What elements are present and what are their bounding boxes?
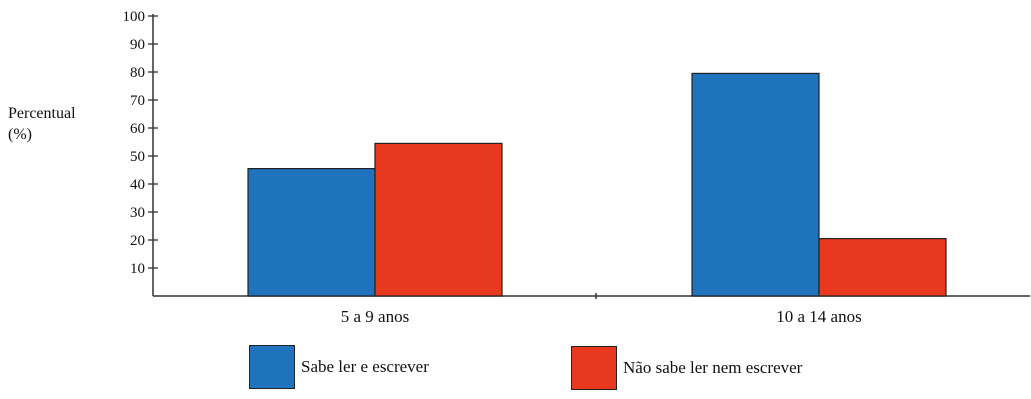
y-axis-label-line2: (%) [8,126,32,143]
y-axis-label: Percentual (%) [8,103,76,145]
legend-label-nao-sabe-ler: Não sabe ler nem escrever [623,358,803,377]
bar-nao-sabe-ler-2 [818,238,947,297]
legend-item-sabe-ler: Sabe ler e escrever [249,345,429,389]
y-tick-label-100: 100 [123,9,146,25]
category-label-2: 10 a 14 anos [776,307,861,326]
y-tick-label-50: 50 [130,149,145,165]
y-tick-label-10: 10 [130,261,145,277]
y-tick-label-80: 80 [130,65,145,81]
bar-sabe-ler-1 [247,168,376,297]
y-tick-label-40: 40 [130,177,145,193]
y-tick-label-70: 70 [130,93,145,109]
y-tick-label-90: 90 [130,37,145,53]
y-axis-label-line1: Percentual [8,105,76,122]
legend-swatch-nao-sabe-ler [571,346,617,390]
legend-swatch-sabe-ler [249,345,295,389]
legend-item-nao-sabe-ler: Não sabe ler nem escrever [571,346,802,390]
y-tick-label-20: 20 [130,233,145,249]
bar-nao-sabe-ler-1 [374,142,503,297]
category-label-1: 5 a 9 anos [341,307,409,326]
legend-label-sabe-ler: Sabe ler e escrever [301,357,429,376]
bar-sabe-ler-2 [691,72,820,297]
y-tick-label-30: 30 [130,205,145,221]
y-tick-label-60: 60 [130,121,145,137]
